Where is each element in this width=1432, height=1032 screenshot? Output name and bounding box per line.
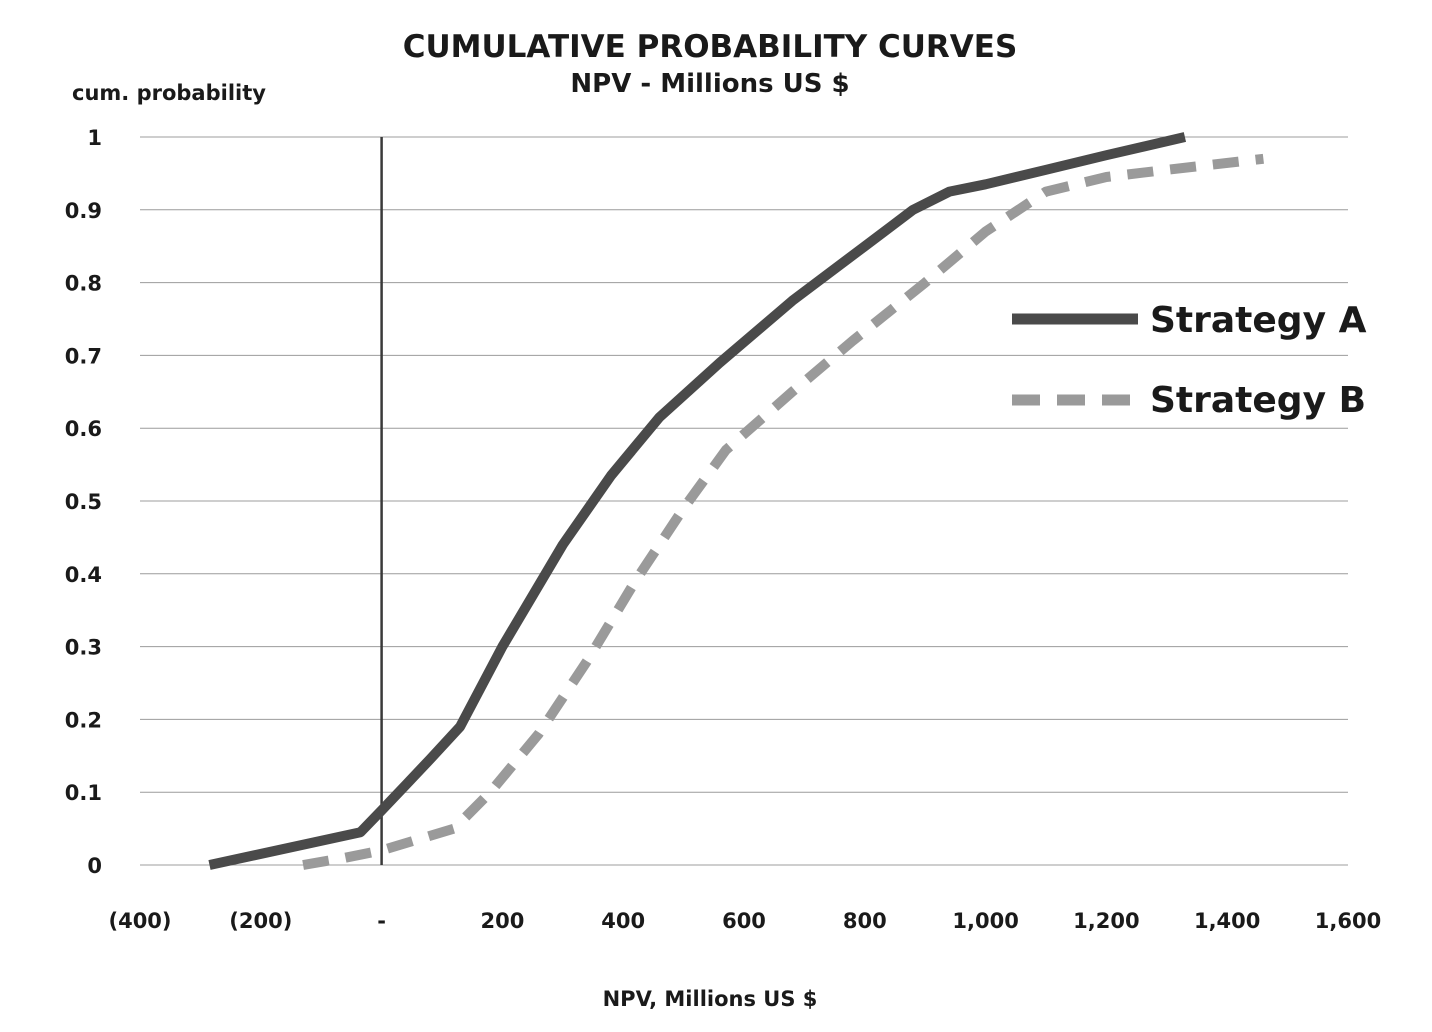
x-tick-label: (400) (108, 909, 171, 933)
y-tick-label: 0.2 (65, 708, 102, 732)
y-tick-label: 0.3 (65, 636, 102, 660)
chart-subtitle: NPV - Millions US $ (570, 69, 849, 99)
y-tick-label: 0.7 (65, 344, 102, 368)
x-tick-labels: (400) (200) - 200 400 600 800 1,000 1,200 1,400 1,… (108, 909, 1381, 933)
x-tick-label: 1,600 (1315, 909, 1381, 933)
y-tick-label: 0.1 (65, 781, 102, 805)
x-tick-label: 600 (722, 909, 766, 933)
legend: Strategy A Strategy B (1012, 300, 1367, 421)
x-tick-label: - (377, 909, 386, 933)
y-tick-label: 0.8 (65, 272, 102, 296)
y-tick-label: 0.4 (65, 563, 102, 587)
x-axis-label: NPV, Millions US $ (603, 987, 818, 1011)
y-tick-label: 0.5 (65, 490, 102, 514)
y-tick-labels: 0 0.1 0.2 0.3 0.4 0.5 0.6 0.7 0.8 0.9 1 (65, 126, 102, 878)
chart-title: CUMULATIVE PROBABILITY CURVES (403, 29, 1018, 65)
y-tick-label: 0.6 (65, 417, 102, 441)
series-lines (208, 132, 1264, 870)
grid-lines (140, 136, 1348, 866)
series-line-strategy-b (302, 153, 1264, 870)
y-tick-label: 0.9 (65, 199, 102, 223)
x-tick-label: 200 (480, 909, 524, 933)
x-tick-label: 1,200 (1073, 909, 1139, 933)
legend-label-strategy-b: Strategy B (1150, 380, 1366, 421)
x-tick-label: 400 (601, 909, 645, 933)
y-tick-label: 0 (87, 854, 102, 878)
series-line-strategy-a (208, 132, 1187, 870)
y-axis-label: cum. probability (72, 81, 266, 105)
x-tick-label: 1,000 (952, 909, 1018, 933)
x-tick-label: (200) (229, 909, 292, 933)
legend-label-strategy-a: Strategy A (1150, 300, 1367, 341)
x-tick-label: 800 (843, 909, 887, 933)
x-tick-label: 1,400 (1194, 909, 1260, 933)
y-tick-label: 1 (87, 126, 102, 150)
